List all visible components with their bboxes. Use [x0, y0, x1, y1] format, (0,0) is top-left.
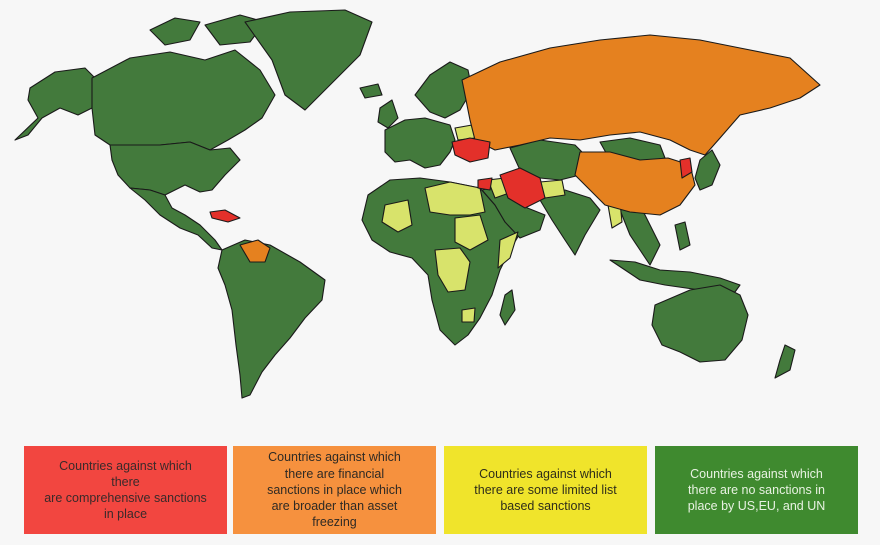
comprehensive-sanctions-regions: [209, 137, 693, 223]
region-arctic-islands: [149, 14, 266, 46]
region-iran: [499, 167, 546, 209]
region-iceland: [359, 83, 383, 99]
legend-comprehensive-sanctions: Countries against which there are compre…: [24, 446, 227, 534]
region-madagascar: [499, 289, 516, 326]
region-canada: [91, 49, 276, 151]
legend-limited-sanctions: Countries against which there are some l…: [444, 446, 647, 534]
legend-no-sanctions-label: Countries against which there are no san…: [687, 466, 826, 514]
region-philippines: [674, 221, 691, 251]
world-map: [14, 9, 821, 399]
region-japan: [694, 149, 721, 191]
region-sudan: [454, 214, 489, 251]
region-syria: [477, 177, 493, 191]
map-legend: Countries against which there are compre…: [0, 446, 880, 536]
region-mexico-central-america: [129, 187, 223, 251]
region-western-europe: [384, 117, 456, 169]
region-zimbabwe: [461, 307, 476, 323]
region-ukraine: [451, 137, 491, 163]
region-venezuela: [239, 239, 271, 263]
legend-comprehensive-label: Countries against which there are compre…: [44, 458, 207, 522]
financial-sanctions-regions: [239, 34, 821, 263]
region-uk: [377, 99, 399, 129]
region-new-zealand: [774, 344, 796, 379]
legend-financial-sanctions: Countries against which there are financ…: [233, 446, 436, 534]
region-china: [574, 151, 696, 216]
region-mali: [381, 199, 413, 233]
region-somalia: [497, 231, 519, 269]
legend-limited-label: Countries against which there are some l…: [474, 466, 617, 514]
region-car-drc: [434, 247, 471, 293]
region-cuba: [209, 209, 241, 223]
region-australia: [651, 284, 749, 363]
region-greenland: [244, 9, 373, 111]
region-libya-egypt: [424, 181, 486, 216]
region-usa: [109, 141, 241, 196]
legend-financial-label: Countries against which there are financ…: [267, 450, 402, 530]
region-south-america: [217, 239, 326, 399]
region-alaska: [14, 67, 96, 141]
region-indonesia: [609, 259, 741, 293]
region-russia: [461, 34, 821, 156]
world-map-svg: [14, 9, 821, 399]
region-india: [539, 189, 601, 256]
legend-no-sanctions: Countries against which there are no san…: [655, 446, 858, 534]
region-north-korea: [679, 157, 693, 179]
